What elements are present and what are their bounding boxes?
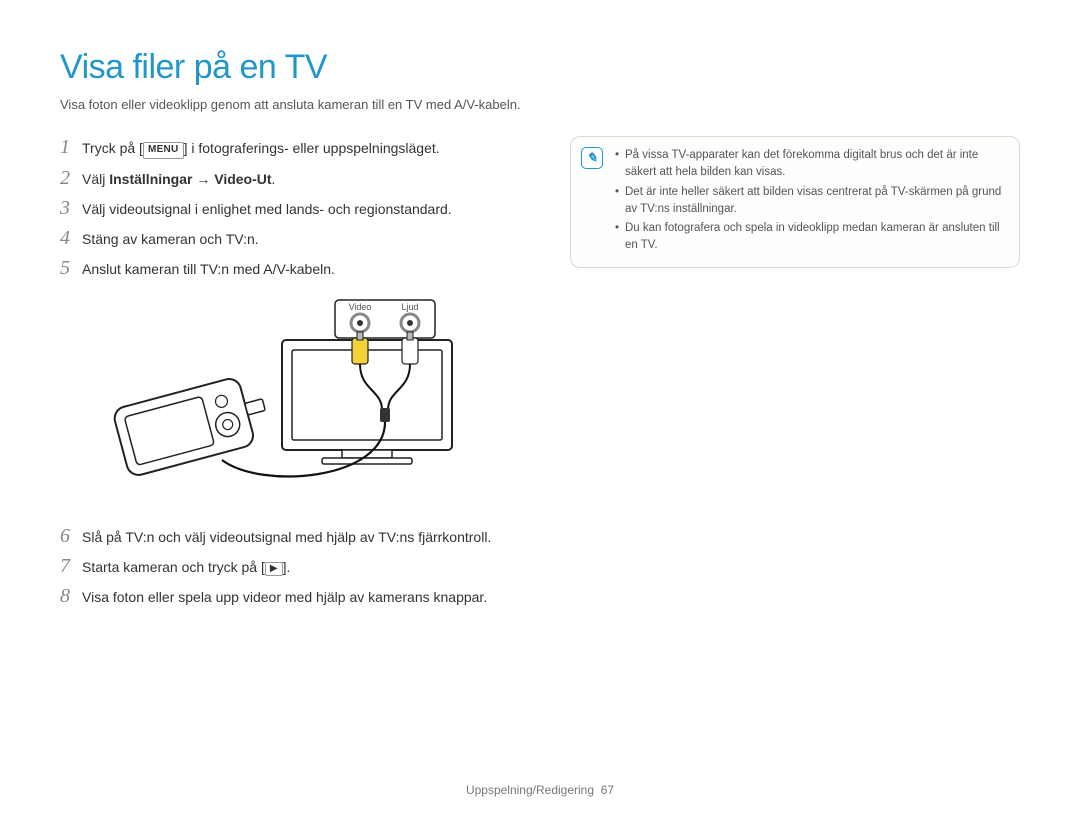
- step-text: Välj: [82, 171, 109, 187]
- menu-icon: MENU: [143, 142, 184, 159]
- page-title: Visa filer på en TV: [60, 48, 1020, 87]
- diagram-label-audio: Ljud: [401, 302, 418, 312]
- step-number: 2: [60, 167, 82, 189]
- note-icon: ✎: [581, 147, 603, 169]
- step-4: 4 Stäng av kameran och TV:n.: [60, 227, 540, 249]
- intro-text: Visa foton eller videoklipp genom att an…: [60, 97, 1020, 112]
- step-6: 6 Slå på TV:n och välj videoutsignal med…: [60, 525, 540, 547]
- step-number: 4: [60, 227, 82, 249]
- play-icon: ▶: [265, 562, 283, 576]
- note-item: På vissa TV-apparater kan det förekomma …: [615, 147, 1005, 182]
- step-text: ] i fotograferings- eller uppspelningslä…: [184, 140, 440, 156]
- step-text-bold: Inställningar → Video-Ut: [109, 171, 271, 187]
- step-8: 8 Visa foton eller spela upp videor med …: [60, 585, 540, 607]
- step-text: ].: [283, 559, 291, 575]
- step-7: 7 Starta kameran och tryck på [▶].: [60, 555, 540, 577]
- step-number: 8: [60, 585, 82, 607]
- page-footer: Uppspelning/Redigering 67: [0, 783, 1080, 797]
- note-box: ✎ På vissa TV-apparater kan det förekomm…: [570, 136, 1020, 268]
- diagram-label-video: Video: [349, 302, 372, 312]
- note-item: Du kan fotografera och spela in videokli…: [615, 220, 1005, 255]
- step-text: Välj videoutsignal i enlighet med lands-…: [82, 197, 540, 219]
- step-text: Slå på TV:n och välj videoutsignal med h…: [82, 525, 540, 547]
- step-text: Stäng av kameran och TV:n.: [82, 227, 540, 249]
- step-text: Starta kameran och tryck på [: [82, 559, 265, 575]
- step-number: 6: [60, 525, 82, 547]
- footer-section: Uppspelning/Redigering: [466, 783, 594, 797]
- connection-diagram: Video Ljud: [82, 290, 540, 515]
- step-text: Visa foton eller spela upp videor med hj…: [82, 585, 540, 607]
- steps-column: 1 Tryck på [MENU] i fotograferings- elle…: [60, 136, 540, 616]
- step-3: 3 Välj videoutsignal i enlighet med land…: [60, 197, 540, 219]
- step-number: 1: [60, 136, 82, 159]
- step-5: 5 Anslut kameran till TV:n med A/V-kabel…: [60, 257, 540, 279]
- footer-page: 67: [601, 783, 614, 797]
- step-number: 7: [60, 555, 82, 577]
- step-text: Tryck på [: [82, 140, 143, 156]
- step-1: 1 Tryck på [MENU] i fotograferings- elle…: [60, 136, 540, 159]
- step-number: 5: [60, 257, 82, 279]
- step-text: .: [272, 171, 276, 187]
- step-2: 2 Välj Inställningar → Video-Ut.: [60, 167, 540, 189]
- step-number: 3: [60, 197, 82, 219]
- note-item: Det är inte heller säkert att bilden vis…: [615, 184, 1005, 219]
- step-text: Anslut kameran till TV:n med A/V-kabeln.: [82, 257, 540, 279]
